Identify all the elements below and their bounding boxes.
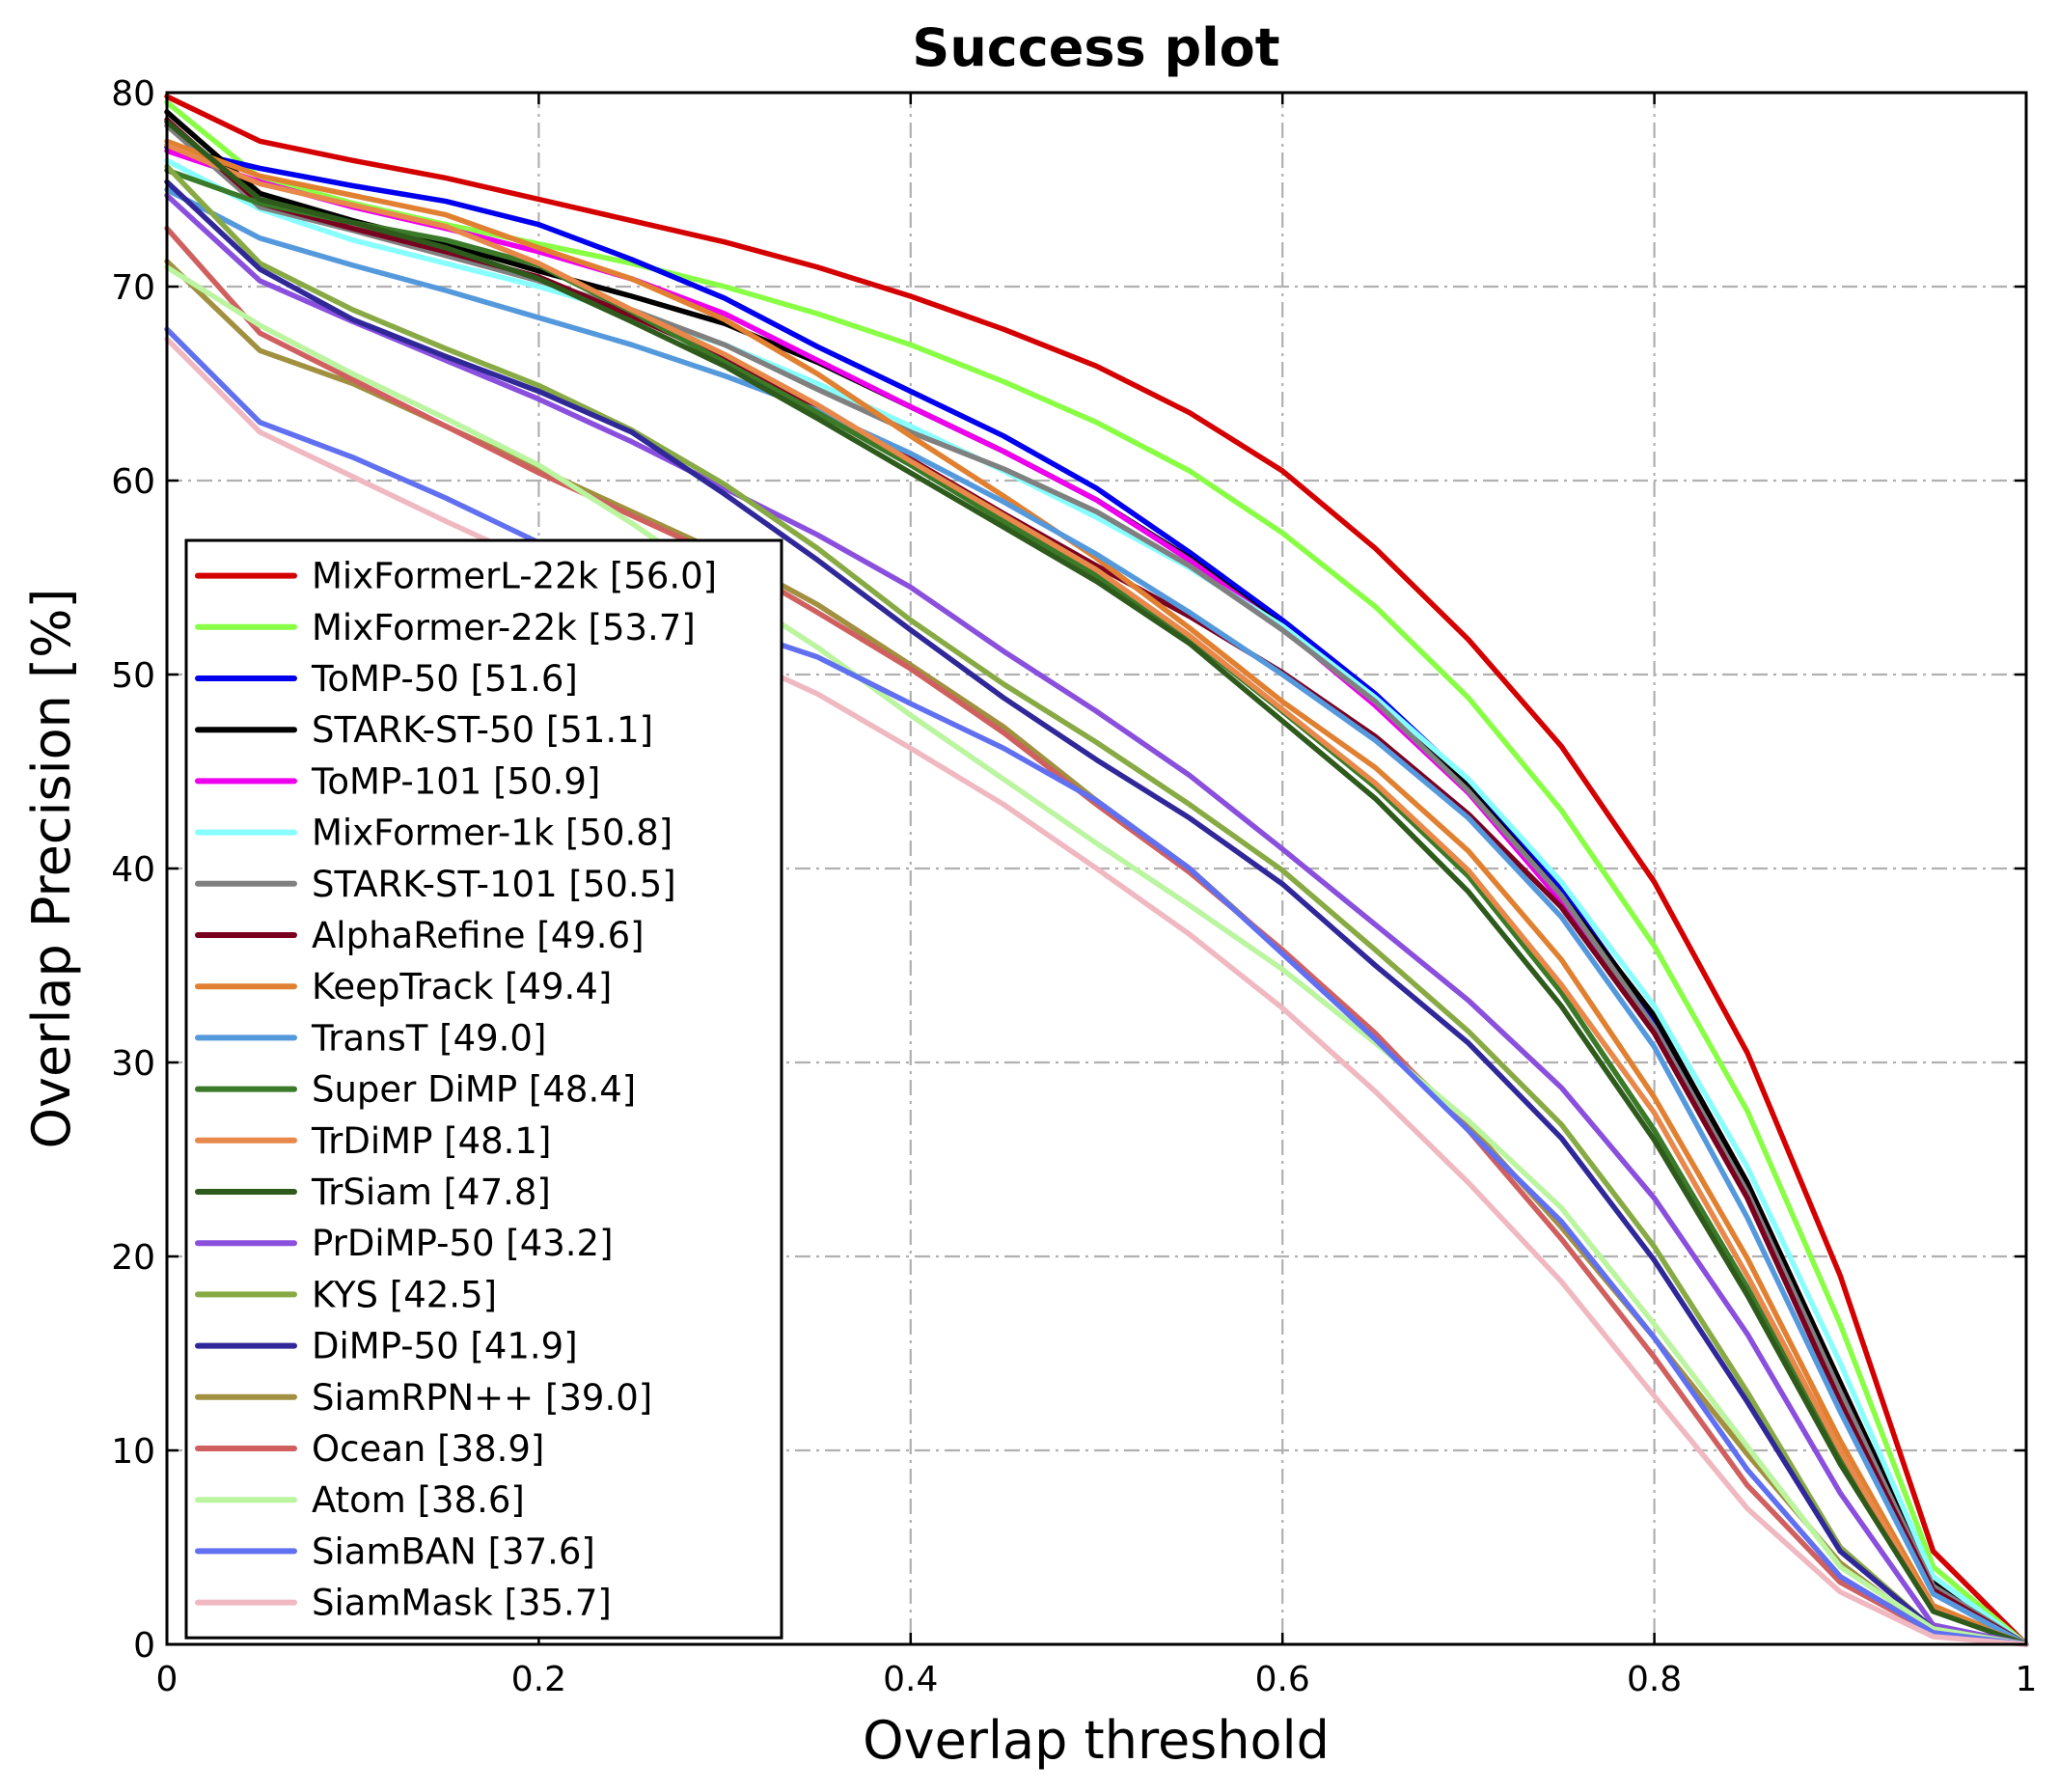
legend-label-18: Atom [38.6] (312, 1479, 525, 1521)
legend: MixFormerL-22k [56.0] MixFormer-22k [53.7… (184, 538, 783, 1640)
series-line-0 (164, 94, 2029, 1647)
x-tick-label: 0.8 (1627, 1660, 1682, 1699)
y-axis-label: Overlap Precision [%] (21, 589, 82, 1149)
chart-title: Success plot (912, 17, 1279, 78)
legend-label-10: Super DiMP [48.4] (312, 1069, 636, 1111)
y-tick-label: 30 (111, 1044, 155, 1084)
y-tick-label: 80 (111, 74, 155, 114)
legend-label-20: SiamMask [35.7] (312, 1583, 612, 1624)
legend-label-15: DiMP-50 [41.9] (312, 1326, 578, 1367)
x-axis-label: Overlap threshold (863, 1710, 1330, 1771)
series-line-20 (164, 336, 2029, 1647)
x-tick-label: 1 (2016, 1660, 2038, 1699)
y-tick-label: 50 (111, 656, 155, 696)
y-tick-label: 40 (111, 850, 155, 890)
legend-label-7: AlphaRefine [49.6] (312, 915, 645, 956)
y-tick-label: 10 (111, 1432, 155, 1472)
y-tick-label: 20 (111, 1238, 155, 1278)
series-line-18 (164, 264, 2029, 1647)
series-line-1 (164, 99, 2029, 1647)
legend-label-17: Ocean [38.9] (312, 1428, 544, 1470)
legend-label-4: ToMP-101 [50.9] (311, 760, 600, 802)
legend-label-3: STARK-ST-50 [51.1] (312, 709, 653, 751)
legend-label-6: STARK-ST-101 [50.5] (312, 864, 676, 905)
series-line-6 (164, 123, 2029, 1647)
y-tick-label: 60 (111, 462, 155, 502)
legend-label-19: SiamBAN [37.6] (312, 1530, 595, 1572)
series-lines (164, 94, 2029, 1647)
x-tick-label: 0 (156, 1660, 178, 1699)
legend-label-9: TransT [49.0] (311, 1017, 546, 1059)
series-line-10 (164, 167, 2029, 1647)
legend-label-2: ToMP-50 [51.6] (311, 658, 578, 700)
series-line-13 (164, 192, 2029, 1647)
series-line-19 (164, 326, 2029, 1647)
legend-label-1: MixFormer-22k [53.7] (312, 607, 696, 648)
y-tick-label: 70 (111, 268, 155, 308)
series-line-9 (164, 186, 2029, 1647)
series-line-12 (164, 119, 2029, 1647)
legend-label-11: TrDiMP [48.1] (311, 1120, 551, 1162)
series-line-17 (164, 225, 2029, 1647)
legend-label-0: MixFormerL-22k [56.0] (312, 556, 717, 597)
legend-label-5: MixFormer-1k [50.8] (312, 813, 673, 854)
y-tick-label: 0 (133, 1626, 155, 1666)
legend-label-16: SiamRPN++ [39.0] (312, 1377, 652, 1419)
x-tick-label: 0.4 (883, 1660, 938, 1699)
series-line-15 (164, 179, 2029, 1647)
x-tick-label: 0.2 (511, 1660, 566, 1699)
legend-label-14: KYS [42.5] (312, 1274, 497, 1315)
legend-label-13: PrDiMP-50 [43.2] (312, 1223, 614, 1264)
x-tick-label: 0.6 (1255, 1660, 1310, 1699)
legend-label-8: KeepTrack [49.4] (312, 966, 612, 1007)
legend-label-12: TrSiam [47.8] (311, 1172, 551, 1213)
series-line-11 (164, 142, 2029, 1647)
series-line-8 (164, 138, 2029, 1647)
series-line-14 (164, 163, 2029, 1647)
series-line-5 (164, 157, 2029, 1647)
